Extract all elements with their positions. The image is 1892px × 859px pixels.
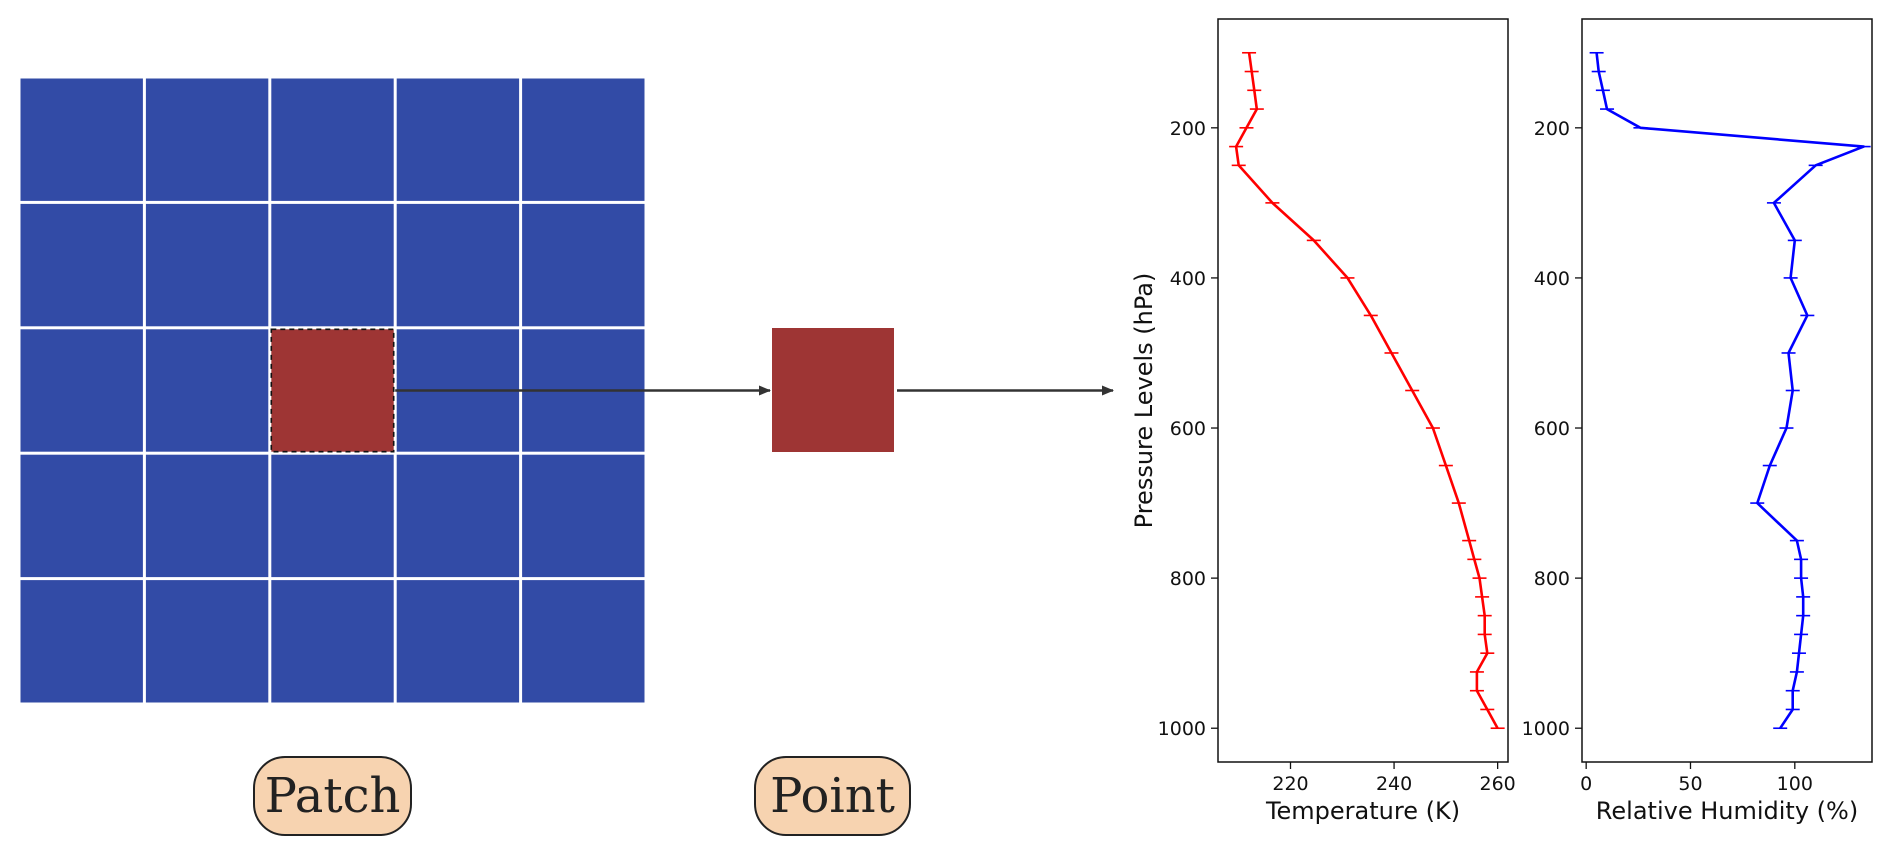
y-tick-label: 400 xyxy=(1534,268,1570,290)
grid-cell xyxy=(396,580,520,703)
y-axis-label: Pressure Levels (hPa) xyxy=(1130,273,1158,529)
grid-cell xyxy=(20,78,143,201)
grid-cell xyxy=(145,580,269,703)
grid-cell xyxy=(145,203,269,327)
y-tick-label: 800 xyxy=(1170,568,1206,590)
point-label: Point xyxy=(754,756,911,836)
profile-line xyxy=(1234,52,1499,729)
profile-line xyxy=(1595,52,1865,729)
plot-frame xyxy=(1581,18,1873,763)
temperature-chart: 200 400 600 800 1000 220 240 260 Temperature (K)… xyxy=(1130,18,1516,825)
grid-cell xyxy=(522,78,645,201)
highlighted-cell xyxy=(271,329,394,452)
grid-cell xyxy=(396,454,520,578)
y-tick-label: 1000 xyxy=(1522,718,1570,740)
grid-cell xyxy=(271,203,394,327)
grid-cell xyxy=(522,203,645,327)
x-tick-label: 100 xyxy=(1777,773,1813,795)
x-tick-label: 260 xyxy=(1480,773,1516,795)
y-tick-label: 600 xyxy=(1170,418,1206,440)
grid-cell xyxy=(20,329,143,452)
grid-cell xyxy=(522,580,645,703)
y-tick-label: 800 xyxy=(1534,568,1570,590)
y-tick-label: 400 xyxy=(1170,268,1206,290)
grid-cell xyxy=(271,78,394,201)
x-tick-label: 240 xyxy=(1376,773,1412,795)
grid-cell xyxy=(145,78,269,201)
grid-cell xyxy=(20,454,143,578)
grid-cell xyxy=(145,454,269,578)
x-tick-label: 50 xyxy=(1678,773,1702,795)
y-tick-label: 600 xyxy=(1534,418,1570,440)
grid-cell xyxy=(145,329,269,452)
grid-cell xyxy=(20,580,143,703)
grid-cell xyxy=(20,203,143,327)
patch-grid xyxy=(20,78,645,703)
y-tick-label: 200 xyxy=(1534,118,1570,140)
x-axis-label: Temperature (K) xyxy=(1265,797,1460,825)
point-square xyxy=(772,328,894,452)
highlight-dashed-outline xyxy=(270,328,395,453)
x-tick-label: 220 xyxy=(1272,773,1308,795)
x-axis-label: Relative Humidity (%) xyxy=(1596,797,1858,825)
grid-cell xyxy=(396,203,520,327)
x-tick-label: 0 xyxy=(1580,773,1592,795)
plot-frame xyxy=(1217,18,1509,763)
grid-cell xyxy=(522,454,645,578)
y-tick-label: 1000 xyxy=(1158,718,1206,740)
grid-cell xyxy=(396,78,520,201)
grid-cell xyxy=(271,454,394,578)
grid-cell xyxy=(271,580,394,703)
y-tick-label: 200 xyxy=(1170,118,1206,140)
patch-label: Patch xyxy=(253,756,412,836)
